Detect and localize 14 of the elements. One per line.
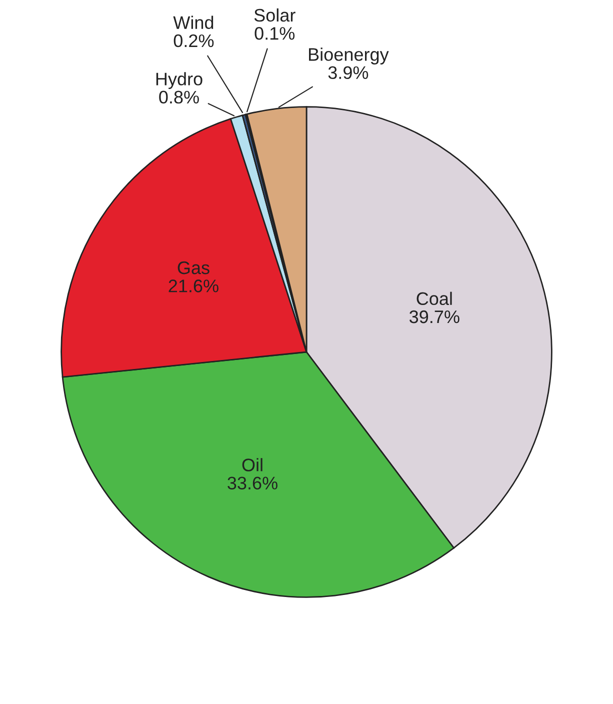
slice-label: Wind xyxy=(173,16,214,30)
slice-label: Coal xyxy=(416,292,452,306)
data-label: 0.8% xyxy=(159,90,199,104)
data-label: 21.6% xyxy=(168,280,218,292)
slice-label: Oil xyxy=(242,458,262,472)
slice-label: Hydro xyxy=(156,72,202,89)
data-label: 39.7% xyxy=(410,310,460,324)
data-label: 3.9% xyxy=(328,66,368,80)
data-label: 0.2% xyxy=(174,34,214,48)
data-label: 33.6% xyxy=(228,476,278,490)
data-label: 0.1% xyxy=(254,27,295,40)
slice-label: Bioenergy xyxy=(309,48,389,64)
slice-label: Gas xyxy=(178,261,210,274)
slice-label: Solar xyxy=(254,8,296,22)
